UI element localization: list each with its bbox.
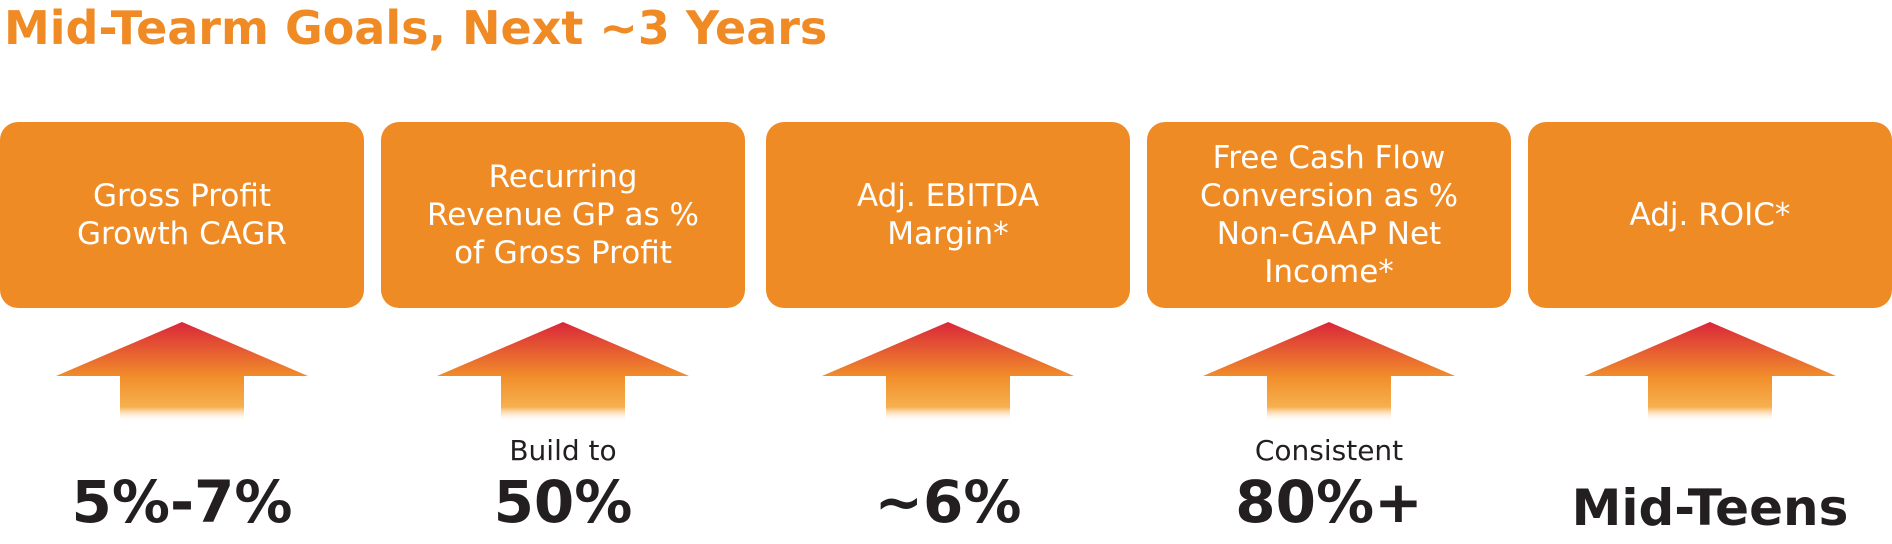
goal-value: ~6% (874, 468, 1022, 536)
goal-box: Adj. EBITDA Margin* (766, 122, 1130, 308)
goal-value: Mid-Teens (1571, 479, 1849, 537)
goal-box: Free Cash Flow Conversion as % Non-GAAP … (1147, 122, 1511, 308)
goal-label: Gross Profit Growth CAGR (77, 178, 287, 252)
goal-label: Free Cash Flow Conversion as % Non-GAAP … (1199, 140, 1459, 290)
up-arrow-icon (822, 322, 1074, 422)
goal-value: 5%-7% (71, 468, 293, 536)
up-arrow-icon (1584, 322, 1836, 422)
goal-prefix: Consistent (1254, 434, 1404, 467)
goal-prefix: Build to (509, 434, 617, 467)
goal-box: Gross Profit Growth CAGR (0, 122, 364, 308)
goal-label: Recurring Revenue GP as % of Gross Profi… (427, 159, 699, 271)
goal-card-adj-roic: Adj. ROIC* Mid-Teens (1528, 122, 1892, 544)
goal-box: Adj. ROIC* (1528, 122, 1892, 308)
page-title: Mid-Tearm Goals, Next ~3 Years (4, 1, 828, 55)
up-arrow-icon (1203, 322, 1455, 422)
goal-value: 50% (493, 468, 633, 536)
up-arrow-icon (56, 322, 308, 422)
goal-card-gross-profit-growth: Gross Profit Growth CAGR 5%-7% (0, 122, 364, 544)
goal-card-recurring-revenue: Recurring Revenue GP as % of Gross Profi… (381, 122, 745, 544)
goal-card-free-cash-flow: Free Cash Flow Conversion as % Non-GAAP … (1147, 122, 1511, 544)
goal-value: 80%+ (1235, 468, 1423, 536)
goal-box: Recurring Revenue GP as % of Gross Profi… (381, 122, 745, 308)
goal-label: Adj. ROIC* (1629, 197, 1791, 233)
goal-card-adj-ebitda-margin: Adj. EBITDA Margin* ~6% (766, 122, 1130, 544)
goal-label: Adj. EBITDA Margin* (856, 178, 1040, 252)
up-arrow-icon (437, 322, 689, 422)
